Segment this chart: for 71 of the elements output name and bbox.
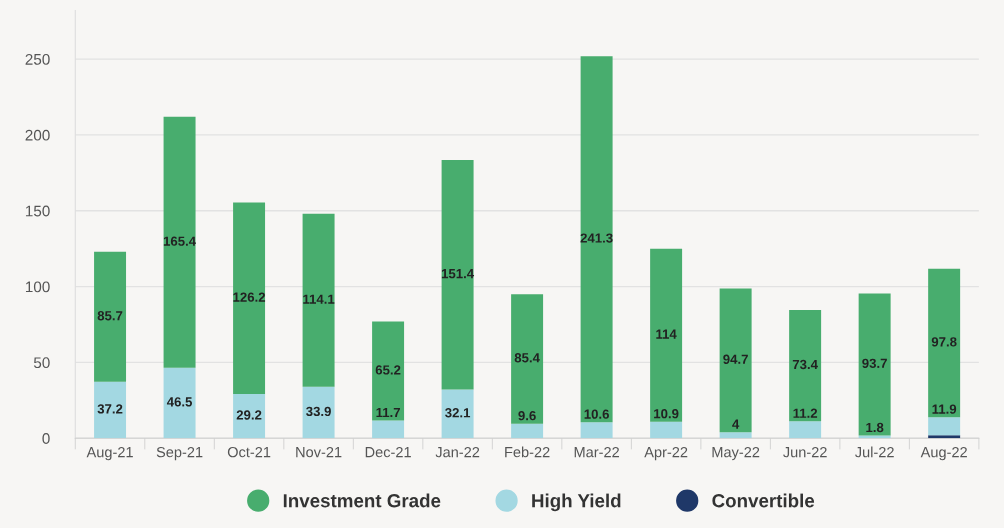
y-tick-label: 150 bbox=[25, 205, 50, 217]
bar bbox=[650, 248, 683, 422]
bar bbox=[928, 268, 961, 418]
legend-label: Convertible bbox=[712, 493, 815, 508]
data-label: 126.2 bbox=[233, 292, 266, 302]
x-tick-label: Apr-22 bbox=[644, 446, 688, 461]
bar bbox=[858, 293, 891, 436]
y-tick-label: 0 bbox=[42, 433, 50, 444]
data-label: 85.7 bbox=[97, 311, 123, 321]
data-label: 1.8 bbox=[866, 422, 884, 433]
bar bbox=[441, 389, 474, 439]
data-label: 114 bbox=[656, 329, 677, 339]
bar bbox=[511, 423, 544, 439]
bar bbox=[302, 386, 335, 439]
bar bbox=[441, 159, 474, 390]
data-label: 97.8 bbox=[931, 337, 957, 347]
data-label: 93.7 bbox=[862, 358, 887, 369]
bar bbox=[650, 421, 683, 439]
y-tick-label: 100 bbox=[25, 281, 50, 293]
data-label: 11.9 bbox=[932, 404, 957, 414]
data-label: 46.5 bbox=[166, 397, 193, 407]
data-label: 33.9 bbox=[306, 406, 331, 417]
x-tick-label: Feb-22 bbox=[505, 446, 550, 458]
bar bbox=[928, 417, 961, 436]
data-label: 11.2 bbox=[793, 408, 818, 418]
data-label: 85.4 bbox=[514, 353, 540, 363]
bar bbox=[719, 432, 752, 439]
data-label: 65.2 bbox=[375, 365, 401, 375]
data-label: 151.4 bbox=[441, 269, 475, 279]
bar bbox=[94, 251, 127, 382]
y-tick-label: 50 bbox=[33, 357, 50, 369]
bar bbox=[302, 213, 335, 387]
data-label: 11.7 bbox=[376, 407, 400, 417]
bar bbox=[928, 435, 961, 439]
bar bbox=[789, 421, 822, 439]
bar bbox=[511, 294, 544, 424]
data-label: 73.4 bbox=[792, 359, 818, 370]
legend-label: Investment Grade bbox=[283, 493, 441, 508]
bar bbox=[233, 393, 266, 439]
x-tick-label: Sep-21 bbox=[156, 446, 203, 461]
x-tick-label: Oct-21 bbox=[227, 446, 271, 458]
bar bbox=[163, 116, 196, 368]
x-tick-label: Mar-22 bbox=[574, 446, 619, 458]
y-tick-label: 200 bbox=[25, 129, 50, 141]
data-label: 9.6 bbox=[518, 410, 536, 421]
data-label: 29.2 bbox=[236, 410, 262, 420]
data-label: 10.9 bbox=[654, 409, 679, 419]
x-tick-label: Dec-21 bbox=[365, 446, 411, 458]
bar bbox=[163, 367, 196, 439]
x-tick-label: Jun-22 bbox=[783, 446, 827, 458]
x-tick-label: Jan-22 bbox=[435, 446, 480, 458]
y-tick-label: 250 bbox=[25, 53, 50, 65]
bar bbox=[789, 309, 822, 422]
data-label: 4 bbox=[732, 419, 740, 429]
bar bbox=[94, 381, 127, 439]
data-label: 32.1 bbox=[445, 408, 471, 418]
bar bbox=[233, 202, 266, 394]
bar bbox=[580, 422, 613, 439]
data-label: 10.6 bbox=[584, 409, 609, 419]
x-tick-label: May-22 bbox=[712, 446, 760, 461]
x-tick-label: Aug-21 bbox=[86, 446, 133, 461]
data-label: 94.7 bbox=[723, 354, 748, 364]
bar bbox=[719, 288, 752, 433]
x-tick-label: Jul-22 bbox=[855, 446, 894, 458]
x-tick-label: Nov-21 bbox=[296, 446, 342, 458]
bar bbox=[372, 321, 405, 421]
x-tick-label: Aug-22 bbox=[920, 446, 967, 461]
bar bbox=[372, 420, 405, 439]
data-label: 37.2 bbox=[97, 404, 123, 414]
legend-label: High Yield bbox=[532, 493, 621, 512]
bar bbox=[580, 56, 613, 423]
